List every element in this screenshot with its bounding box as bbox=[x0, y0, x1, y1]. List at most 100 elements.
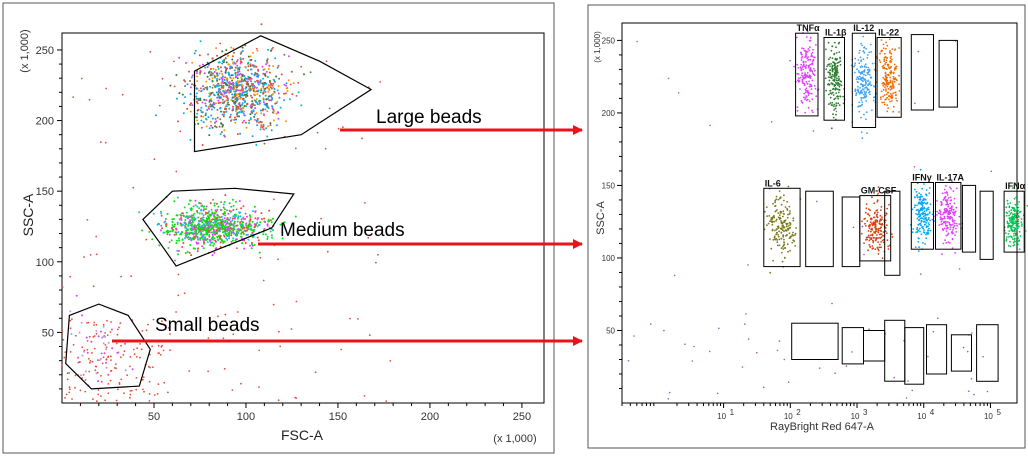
cytokine-bead-event bbox=[794, 232, 797, 235]
cytokine-bead-event bbox=[803, 82, 805, 85]
medium-bead-event bbox=[254, 210, 257, 213]
medium-bead-event bbox=[266, 235, 269, 238]
medium-bead-event bbox=[176, 239, 178, 242]
medium-bead-event bbox=[199, 229, 201, 232]
cytokine-bead-event bbox=[927, 208, 930, 211]
large-bead-event bbox=[249, 85, 252, 88]
cytokine-bead-event bbox=[840, 80, 842, 83]
x-tick-label: 10 bbox=[717, 412, 726, 421]
cytokine-bead-event bbox=[771, 223, 774, 226]
large-bead-event bbox=[247, 77, 250, 80]
cytokine-bead-event bbox=[806, 57, 808, 60]
background-event bbox=[762, 386, 765, 389]
cytokine-bead-event bbox=[785, 225, 788, 228]
cytokine-bead-event bbox=[1013, 234, 1015, 237]
large-bead-event bbox=[215, 126, 218, 129]
x-tick-label: 100 bbox=[237, 411, 255, 423]
large-bead-event bbox=[239, 97, 242, 100]
cytokine-bead-event bbox=[869, 81, 871, 83]
background-event bbox=[162, 349, 165, 352]
cytokine-bead-event bbox=[951, 205, 953, 208]
large-bead-event bbox=[242, 107, 245, 110]
background-event bbox=[920, 273, 922, 275]
cytokine-bead-event bbox=[887, 73, 890, 76]
medium-bead-event bbox=[225, 233, 228, 236]
medium-bead-event bbox=[200, 226, 203, 229]
large-bead-event bbox=[202, 88, 205, 91]
medium-bead-event bbox=[230, 228, 233, 231]
cytokine-bead-event bbox=[857, 70, 860, 72]
cytokine-bead-event bbox=[1013, 240, 1016, 243]
cytokine-bead-event bbox=[923, 223, 926, 226]
medium-bead-event bbox=[204, 220, 207, 222]
medium-bead-event bbox=[232, 224, 235, 227]
background-event bbox=[81, 377, 84, 379]
large-bead-event bbox=[221, 80, 224, 83]
medium-bead-event bbox=[188, 233, 191, 236]
cytokine-bead-event bbox=[804, 97, 807, 99]
cytokine-bead-event bbox=[871, 62, 874, 65]
medium-bead-event bbox=[226, 238, 229, 241]
cytokine-bead-event bbox=[876, 246, 879, 249]
medium-bead-event bbox=[219, 228, 222, 231]
large-bead-event bbox=[209, 85, 211, 88]
cytokine-bead-event bbox=[788, 237, 791, 240]
cytokine-bead-event bbox=[889, 57, 892, 60]
cytokine-bead-event bbox=[877, 249, 880, 252]
cytokine-bead-event bbox=[804, 67, 807, 70]
cytokine-bead-event bbox=[857, 85, 859, 88]
cytokine-bead-event bbox=[828, 103, 830, 105]
background-event bbox=[129, 356, 132, 358]
cytokine-bead-event bbox=[833, 41, 836, 44]
x-tick-exponent: 5 bbox=[996, 408, 1001, 417]
cytokine-bead-event bbox=[838, 85, 841, 88]
background-event bbox=[110, 321, 112, 323]
medium-bead-event bbox=[151, 238, 154, 241]
cytokine-bead-event bbox=[940, 200, 942, 203]
medium-bead-event bbox=[256, 236, 259, 239]
large-bead-event bbox=[269, 81, 271, 84]
left-x-axis-label: FSC-A bbox=[281, 427, 324, 443]
cytokine-bead-event bbox=[839, 95, 842, 98]
large-bead-event bbox=[235, 118, 238, 121]
cytokine-bead-event bbox=[796, 72, 799, 75]
large-bead-event bbox=[234, 90, 237, 93]
medium-beads-annotation: Medium beads bbox=[280, 220, 405, 241]
medium-bead-event bbox=[270, 234, 273, 237]
large-bead-event bbox=[276, 66, 279, 69]
medium-bead-event bbox=[235, 200, 237, 203]
large-bead-event bbox=[197, 108, 200, 111]
large-bead-event bbox=[266, 125, 269, 128]
background-event bbox=[68, 386, 71, 389]
cytokine-bead-event bbox=[782, 245, 784, 248]
large-bead-event bbox=[200, 126, 203, 129]
large-bead-event bbox=[241, 75, 244, 77]
large-bead-event bbox=[212, 84, 215, 87]
large-bead-event bbox=[213, 71, 216, 73]
cytokine-bead-event bbox=[833, 52, 836, 55]
large-bead-event bbox=[256, 81, 259, 84]
large-bead-event bbox=[216, 96, 219, 99]
cytokine-bead-event bbox=[827, 41, 830, 44]
y-tick-label: 250 bbox=[36, 45, 54, 57]
cytokine-bead-event bbox=[917, 237, 920, 240]
large-bead-event bbox=[240, 80, 243, 83]
large-bead-event bbox=[214, 86, 217, 89]
cytokine-bead-event bbox=[1015, 234, 1017, 237]
large-bead-event bbox=[240, 78, 243, 81]
medium-bead-event bbox=[238, 200, 241, 202]
cytokine-bead-event bbox=[1012, 213, 1014, 216]
cytokine-bead-event bbox=[811, 60, 814, 63]
cytokine-bead-event bbox=[925, 237, 928, 240]
cytokine-bead-event bbox=[952, 208, 955, 211]
cytokine-bead-event bbox=[804, 56, 806, 59]
large-bead-event bbox=[271, 105, 273, 108]
background-event bbox=[92, 285, 95, 288]
gate-box bbox=[910, 182, 934, 250]
medium-bead-event bbox=[211, 241, 214, 244]
background-event bbox=[756, 351, 758, 354]
background-event bbox=[937, 317, 939, 320]
cytokine-bead-event bbox=[807, 94, 810, 96]
cytokine-bead-event bbox=[913, 206, 916, 209]
large-bead-event bbox=[262, 128, 265, 131]
